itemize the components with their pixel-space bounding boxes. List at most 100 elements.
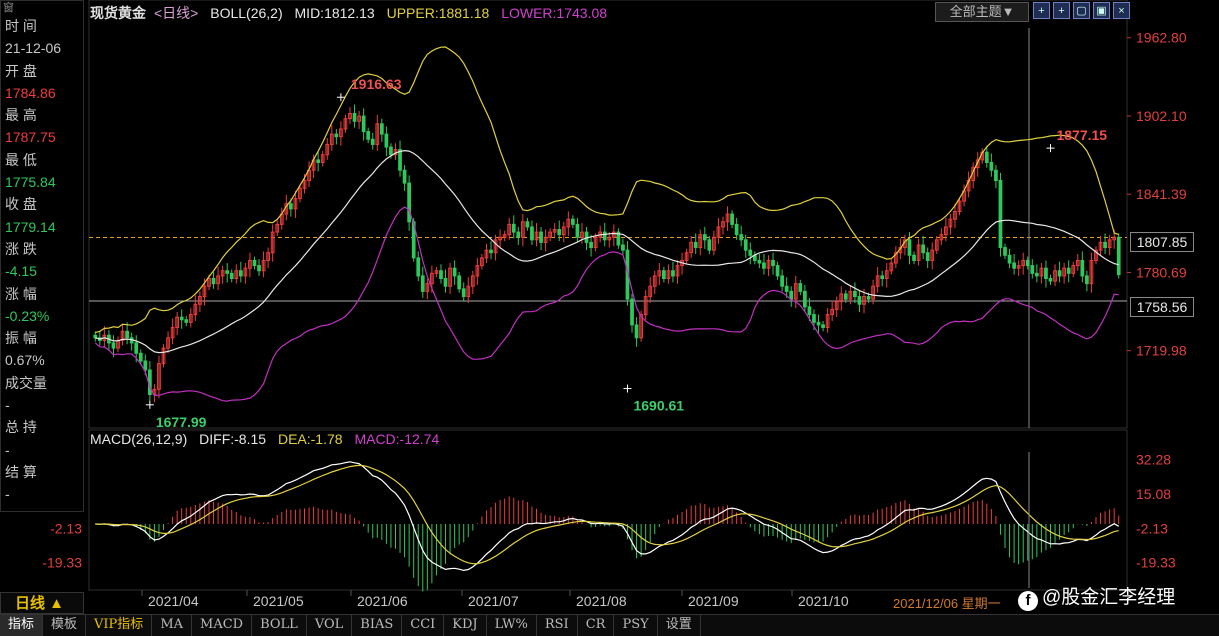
candle-body [839, 293, 844, 303]
macd-label[interactable]: MACD(26,12,9) [90, 431, 188, 447]
candle-body [730, 213, 734, 225]
boll-mid: MID:1812.13 [294, 5, 375, 21]
candle-body [725, 213, 730, 223]
macd-left-tick-label: -19.33 [42, 555, 82, 571]
candle-body [1021, 259, 1026, 267]
boll-label[interactable]: BOLL(26,2) [210, 5, 283, 21]
info-row: 最 高 [5, 107, 37, 124]
tab-6[interactable]: VOL [307, 615, 353, 636]
crosshair-icon[interactable]: + [1033, 2, 1050, 19]
candle-body [789, 290, 794, 300]
candle-body [539, 231, 543, 243]
candle-body [143, 360, 148, 371]
line-price-box: 1758.56 [1130, 297, 1194, 317]
window-label: 窗 [3, 2, 14, 14]
candle-body [580, 231, 584, 238]
info-row: 21-12-06 [5, 40, 62, 57]
topic-select-button[interactable]: 全部主题▼ [935, 2, 1029, 22]
info-row: - [5, 486, 10, 503]
tab-2[interactable]: VIP指标 [86, 615, 153, 636]
time-label: 2021/10 [798, 593, 849, 609]
candle-body [461, 288, 466, 298]
time-label: 2021/05 [253, 593, 304, 609]
tab-7[interactable]: BIAS [352, 615, 403, 636]
candle-body [493, 239, 498, 254]
candle-body [561, 226, 566, 236]
candle-body [571, 218, 575, 225]
candle-body [1094, 249, 1098, 261]
candle-body [807, 306, 812, 316]
tab-11[interactable]: RSI [537, 615, 578, 636]
macd-left-tick-label: -2.13 [50, 520, 82, 536]
candle-body [434, 270, 439, 274]
tab-1[interactable]: 模板 [43, 615, 87, 636]
candle-body [884, 270, 889, 279]
price-pane-frame [88, 0, 1128, 429]
candle-body [557, 229, 562, 236]
layout-icon[interactable]: ▢ [1073, 2, 1090, 19]
candle-body [944, 226, 948, 236]
candle-body [170, 326, 175, 339]
window-icon[interactable]: ▣ [1093, 2, 1110, 19]
period-label[interactable]: <日线> [154, 5, 199, 21]
candle-body [320, 154, 325, 163]
candle-body [1071, 265, 1076, 274]
tab-12[interactable]: CR [578, 615, 615, 636]
close-icon[interactable]: × [1113, 2, 1130, 19]
tab-8[interactable]: CCI [402, 615, 445, 636]
instrument-title[interactable]: 现货黄金 [90, 5, 146, 21]
candle-body [329, 133, 334, 145]
watermark: f @股金汇李经理 [1018, 582, 1175, 611]
candle-body [1057, 270, 1062, 277]
info-row: 开 盘 [5, 62, 37, 79]
price-tick-label: 1902.10 [1136, 108, 1187, 124]
boll-upper-line [95, 46, 1119, 334]
candle-body [602, 231, 607, 241]
candle-body [1030, 265, 1035, 274]
tab-0[interactable]: 指标 [0, 615, 44, 636]
candle-body [502, 234, 507, 238]
candle-body [470, 275, 475, 287]
tab-13[interactable]: PSY [614, 615, 658, 636]
candle-body [666, 270, 671, 279]
candle-body [348, 113, 352, 120]
tab-14[interactable]: 设置 [658, 615, 701, 636]
candle-body [498, 236, 502, 241]
info-row: 涨 跌 [5, 240, 37, 257]
macd-diff: DIFF:-8.15 [199, 431, 267, 447]
candle-body [352, 113, 357, 122]
candle-body [830, 308, 835, 316]
tab-9[interactable]: KDJ [444, 615, 487, 636]
candle-body [1016, 265, 1021, 269]
candle-body [416, 257, 421, 277]
candle-body [248, 259, 252, 269]
candle-body [298, 187, 302, 200]
candle-body [880, 275, 885, 279]
extreme-label: 1916.63 [351, 76, 402, 92]
tab-5[interactable]: BOLL [252, 615, 307, 636]
candle-body [384, 133, 389, 148]
candle-body [771, 259, 775, 267]
info-row: 振 幅 [5, 330, 37, 347]
candle-body [466, 285, 471, 298]
candle-body [1007, 254, 1012, 264]
candle-body [220, 270, 225, 277]
candle-body [853, 290, 857, 298]
candle-body [1034, 272, 1039, 277]
candle-body [379, 123, 384, 135]
expand-icon[interactable]: + [1053, 2, 1070, 19]
period-button[interactable]: 日线 ▲ [0, 592, 84, 614]
candle-body [243, 267, 248, 277]
candle-body [743, 239, 748, 251]
tab-3[interactable]: MA [152, 615, 193, 636]
candle-body [925, 252, 930, 261]
candle-body [702, 234, 707, 241]
tab-10[interactable]: LW% [487, 615, 537, 636]
candle-body [184, 319, 189, 323]
tab-4[interactable]: MACD [192, 615, 253, 636]
info-row: 结 算 [5, 463, 37, 480]
candle-body [257, 265, 261, 272]
candle-body [916, 244, 921, 261]
macd-diff-line [95, 461, 1120, 572]
